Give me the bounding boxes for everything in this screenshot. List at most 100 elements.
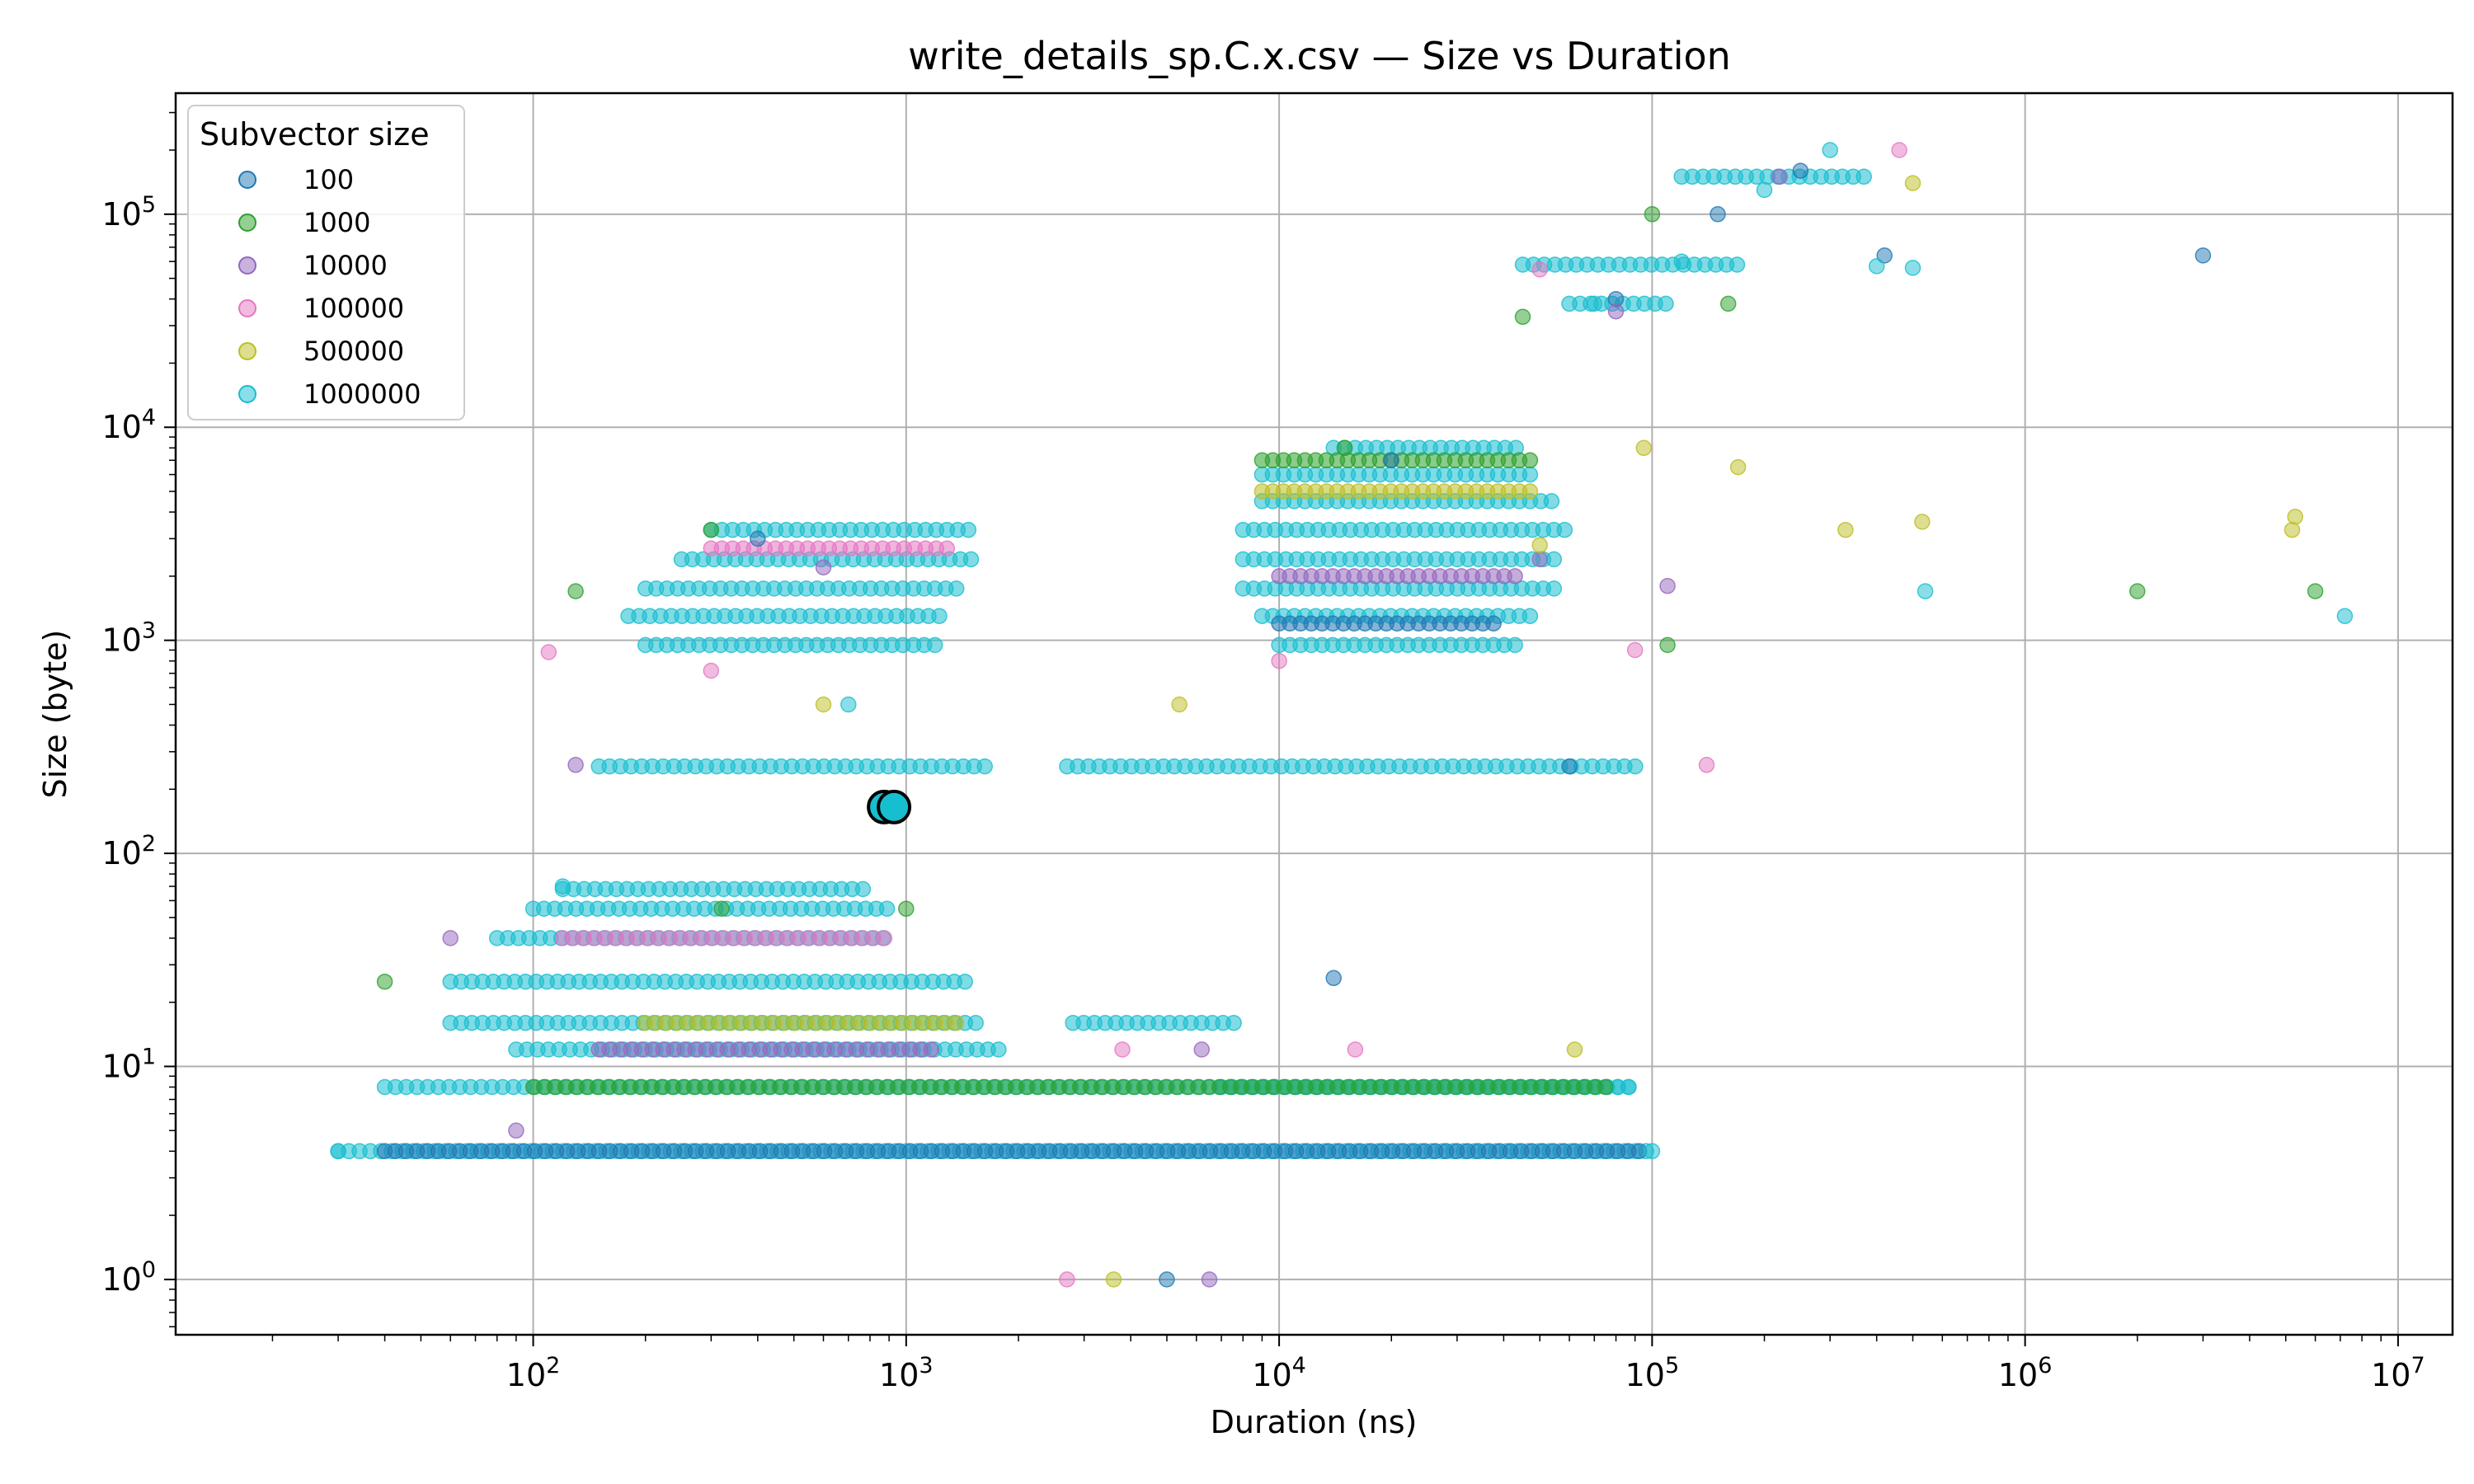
data-point-band bbox=[1522, 483, 1539, 500]
data-point-band bbox=[1556, 521, 1573, 538]
data-point bbox=[1531, 261, 1548, 278]
legend-marker bbox=[238, 385, 256, 403]
legend-label: 500000 bbox=[303, 336, 404, 367]
x-axis-label: Duration (ns) bbox=[1211, 1404, 1418, 1440]
data-point bbox=[703, 662, 720, 679]
x-axis-ticks: 102 103 104 105 106 107 bbox=[506, 1335, 2425, 1393]
data-point bbox=[1904, 260, 1921, 276]
data-point bbox=[1325, 970, 1342, 987]
data-point bbox=[1561, 758, 1578, 775]
data-point bbox=[567, 757, 584, 773]
data-point bbox=[567, 583, 584, 599]
y-tick-label: 105 bbox=[101, 192, 156, 232]
data-point-band bbox=[957, 973, 973, 990]
data-points bbox=[330, 142, 2354, 1288]
data-point bbox=[2129, 583, 2146, 599]
data-point bbox=[1644, 206, 1661, 223]
data-point-band bbox=[1545, 580, 1563, 597]
data-point bbox=[1673, 253, 1690, 270]
x-tick-label: 102 bbox=[506, 1353, 561, 1393]
x-tick-label: 107 bbox=[2371, 1353, 2425, 1393]
data-point bbox=[1868, 258, 1885, 275]
data-point bbox=[1566, 1041, 1583, 1058]
data-point-band bbox=[1507, 568, 1523, 585]
data-point bbox=[1659, 577, 1676, 594]
data-point bbox=[1531, 551, 1548, 568]
data-point-band bbox=[931, 608, 948, 624]
data-point-band bbox=[962, 551, 980, 568]
data-point-band bbox=[878, 900, 896, 917]
legend-label: 1000000 bbox=[303, 378, 421, 410]
legend-label: 1000 bbox=[303, 207, 370, 238]
data-point bbox=[2287, 509, 2303, 525]
data-point bbox=[815, 696, 832, 713]
data-point-band bbox=[1856, 168, 1872, 186]
data-point bbox=[703, 521, 720, 538]
data-point-band bbox=[923, 1041, 939, 1058]
legend-title: Subvector size bbox=[200, 116, 430, 153]
data-point-band bbox=[1522, 608, 1539, 624]
x-tick-label: 106 bbox=[1998, 1353, 2053, 1393]
data-point bbox=[1771, 168, 1788, 186]
data-point bbox=[1271, 652, 1287, 669]
y-tick-label: 102 bbox=[101, 831, 156, 871]
data-point-band bbox=[1543, 493, 1560, 510]
data-point bbox=[1159, 1271, 1175, 1288]
data-point bbox=[1904, 175, 1921, 191]
minor-ticks bbox=[169, 111, 2382, 1341]
data-point bbox=[1626, 641, 1644, 659]
data-point-band bbox=[1620, 1078, 1637, 1096]
data-point bbox=[554, 878, 571, 895]
y-tick-label: 101 bbox=[101, 1044, 156, 1084]
data-point bbox=[1586, 295, 1603, 312]
data-point bbox=[1514, 308, 1531, 326]
y-axis-ticks: 100 101 102 103 104 105 bbox=[101, 192, 176, 1298]
data-point-band bbox=[990, 1041, 1007, 1058]
y-tick-label: 104 bbox=[101, 405, 156, 445]
data-point bbox=[1201, 1271, 1218, 1288]
data-point bbox=[2194, 247, 2212, 264]
legend-box bbox=[187, 105, 465, 420]
data-point bbox=[1336, 439, 1353, 457]
data-point bbox=[1719, 295, 1737, 312]
data-point bbox=[815, 559, 832, 575]
y-axis-label: Size (byte) bbox=[37, 630, 73, 799]
data-point bbox=[750, 530, 766, 547]
data-point-band bbox=[1522, 452, 1539, 469]
data-point bbox=[2336, 608, 2354, 624]
data-point bbox=[508, 1122, 524, 1139]
data-point bbox=[840, 696, 857, 713]
data-point bbox=[1059, 1271, 1075, 1288]
data-point bbox=[1792, 162, 1809, 179]
data-point bbox=[1607, 303, 1625, 320]
data-point-band bbox=[1597, 1078, 1614, 1096]
data-point bbox=[1659, 636, 1676, 654]
data-point bbox=[330, 1143, 346, 1160]
data-point bbox=[1710, 206, 1726, 223]
data-point-band bbox=[1627, 758, 1644, 775]
data-point bbox=[713, 900, 730, 917]
legend-marker bbox=[238, 256, 256, 275]
data-point-band bbox=[1485, 615, 1502, 632]
legend-marker bbox=[238, 171, 256, 189]
data-point-band bbox=[1658, 295, 1674, 312]
legend-label: 100000 bbox=[303, 293, 404, 324]
data-point bbox=[1876, 247, 1893, 264]
data-point bbox=[376, 973, 393, 990]
data-point bbox=[442, 930, 459, 946]
x-tick-label: 103 bbox=[879, 1353, 934, 1393]
data-point bbox=[1114, 1041, 1131, 1058]
data-point-band bbox=[938, 540, 956, 556]
data-point bbox=[1531, 537, 1548, 553]
data-point bbox=[540, 644, 557, 660]
legend-label: 100 bbox=[303, 164, 354, 195]
data-point-band bbox=[854, 881, 872, 898]
data-point-band bbox=[1522, 466, 1539, 483]
data-point-band bbox=[960, 521, 977, 538]
plot-frame bbox=[174, 92, 2454, 1336]
data-point bbox=[1698, 757, 1715, 773]
data-point-band bbox=[1545, 551, 1563, 568]
data-point-band bbox=[926, 636, 943, 654]
data-point bbox=[1917, 583, 1934, 599]
